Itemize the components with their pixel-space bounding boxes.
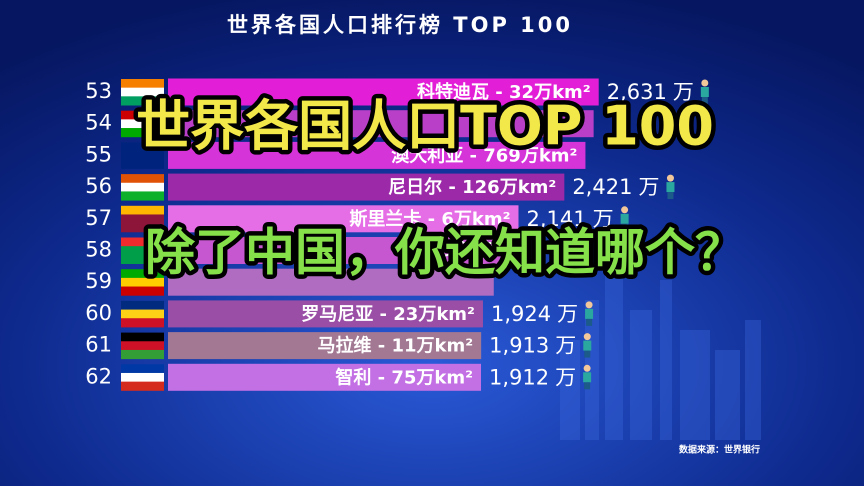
flag (121, 277, 164, 288)
flag (121, 142, 164, 152)
flag (121, 159, 164, 169)
flag (121, 205, 164, 215)
bar-label: 澳大利亚 - 769万km² (391, 144, 577, 166)
rank-label: 59 (85, 269, 112, 293)
value-unit: 万 (555, 334, 576, 358)
person-icon (584, 382, 591, 390)
overlay-title: 世界各国人口TOP 100 (136, 95, 714, 158)
rank-label: 58 (85, 238, 112, 262)
overlay-subtitle: 除了中国，你还知道哪个？ (145, 224, 745, 282)
flag (121, 349, 164, 360)
person-icon (620, 213, 629, 224)
flag (121, 151, 164, 161)
person-icon (666, 174, 674, 182)
value-label: 1,924 (491, 302, 551, 326)
flag (121, 191, 164, 201)
flag (121, 332, 164, 342)
person-icon (585, 301, 593, 309)
bar (168, 363, 482, 391)
value-label: 1,912 (489, 365, 549, 389)
value-label: 1,913 (489, 334, 549, 358)
bar (168, 110, 594, 138)
person-icon (700, 87, 709, 97)
bar (168, 141, 586, 169)
bar (168, 300, 483, 328)
value-unit: 万 (593, 207, 614, 231)
bar-label: 布基纳法索 (406, 240, 496, 262)
person-icon (583, 364, 591, 372)
person-icon (586, 318, 593, 326)
bar-label: 智利 - 75万km² (335, 366, 473, 388)
flag (121, 128, 164, 138)
rank-label: 60 (85, 301, 112, 325)
rank-label: 62 (85, 364, 112, 388)
rank-label: 53 (85, 79, 112, 103)
flag (121, 119, 164, 129)
bar (168, 237, 504, 264)
bar-label: 马拉维 - 11万km² (317, 335, 473, 357)
flag (121, 309, 164, 319)
flag (121, 182, 164, 192)
rank-label: 55 (85, 142, 112, 166)
person-icon (583, 340, 592, 351)
rank-label: 57 (85, 206, 112, 230)
value-label: 2,421 (572, 175, 632, 199)
value-unit: 万 (638, 175, 659, 199)
flag (121, 174, 164, 184)
value-unit: 万 (557, 302, 578, 326)
person-icon (584, 350, 591, 358)
person-icon (585, 308, 594, 319)
source: 数据来源：世界银行 (679, 444, 760, 456)
flag (121, 318, 164, 328)
value-unit: 万 (673, 80, 694, 104)
value-unit: 万 (555, 365, 576, 389)
person-icon (666, 182, 675, 193)
flag (121, 214, 164, 224)
flag (121, 286, 164, 296)
flag (121, 223, 164, 233)
value-label: 2,631 (607, 80, 667, 104)
flag (121, 372, 164, 383)
flag (121, 110, 164, 120)
person-icon (701, 79, 709, 87)
person-icon (667, 192, 674, 200)
rank-label: 54 (85, 111, 112, 135)
flag (121, 364, 164, 374)
person-icon (583, 333, 591, 341)
rank-label: 56 (85, 174, 112, 198)
bar (168, 78, 599, 106)
flag (121, 300, 164, 311)
flag (121, 79, 164, 89)
bar (168, 173, 565, 201)
person-icon (621, 223, 628, 231)
bar-label: 斯里兰卡 - 6万km² (349, 208, 510, 230)
bar (168, 332, 482, 360)
person-icon (583, 372, 592, 383)
person-icon (701, 97, 708, 104)
bar-label: 尼日尔 - 126万km² (388, 176, 556, 198)
flag (121, 254, 164, 264)
rank-label: 61 (85, 333, 112, 357)
flag (121, 237, 164, 247)
flag (121, 246, 164, 256)
flag (121, 96, 164, 106)
person-icon (621, 206, 629, 214)
flag (121, 269, 164, 279)
value-label: 2,141 (526, 207, 586, 231)
flag (121, 87, 164, 97)
chart-title: 世界各国人口排行榜 TOP 100 (227, 13, 573, 37)
bar (168, 205, 519, 233)
flag (121, 341, 164, 351)
bar-label: 罗马尼亚 - 23万km² (301, 304, 475, 325)
flag (121, 381, 164, 391)
bar (168, 268, 494, 296)
bar-label: 科特迪瓦 - 32万km² (417, 81, 591, 103)
